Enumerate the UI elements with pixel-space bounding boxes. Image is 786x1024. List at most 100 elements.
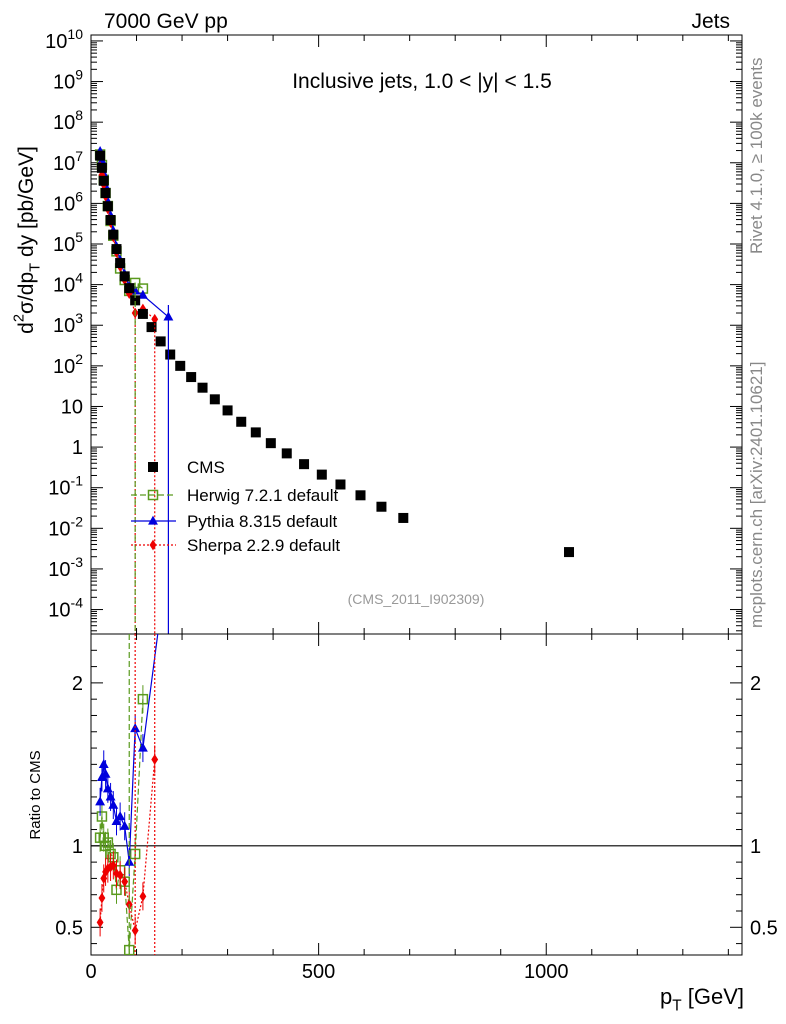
point-cms xyxy=(105,215,116,226)
main-y-tick-label: 1 xyxy=(72,437,83,459)
main-y-tick-label: 104 xyxy=(53,270,83,297)
ratio-line-pythia xyxy=(99,634,159,863)
point-cms xyxy=(564,547,575,558)
ratio-y-tick-label-right: 2 xyxy=(750,673,761,695)
legend-entry-cms: CMS xyxy=(148,458,225,477)
ratio-point-sherpa xyxy=(139,890,147,902)
ratio-series-pythia xyxy=(95,634,159,877)
x-tick-label: 500 xyxy=(302,961,335,983)
point-cms xyxy=(108,229,119,240)
rivet-label: Rivet 4.1.0, ≥ 100k events xyxy=(747,58,766,254)
ratio-series xyxy=(94,634,159,955)
legend-label-sherpa: Sherpa 2.2.9 default xyxy=(187,536,340,555)
main-y-tick-label: 10-1 xyxy=(48,473,83,500)
legend-entry-herwig: Herwig 7.2.1 default xyxy=(131,486,338,505)
point-cms xyxy=(236,416,247,427)
point-cms xyxy=(95,150,106,161)
ratio-y-tick-label: 1 xyxy=(72,836,83,858)
main-series xyxy=(94,146,575,634)
point-cms xyxy=(130,295,141,306)
ratio-point-sherpa xyxy=(121,876,129,888)
point-cms xyxy=(124,283,135,294)
legend: CMS Herwig 7.2.1 default Pythia 8.315 defa… xyxy=(131,458,340,555)
point-cms xyxy=(250,427,261,438)
point-cms xyxy=(96,162,107,173)
main-y-tick-label: 10-4 xyxy=(48,595,83,622)
main-panel: Inclusive jets, 1.0 < |y| < 1.5 (CMS_201… xyxy=(12,26,743,635)
ratio-point-herwig xyxy=(102,837,114,848)
ratio-point-sherpa xyxy=(109,859,117,871)
ratio-series-group xyxy=(94,634,159,955)
ratio-point-sherpa xyxy=(98,892,106,904)
ratio-panel: 2 2 1 1 0.5 0.5 Ratio to CMS 0 500 1000 pT [GeV… xyxy=(27,633,778,1015)
point-cms xyxy=(335,479,346,490)
legend-entry-sherpa: Sherpa 2.2.9 default xyxy=(131,536,340,555)
point-cms xyxy=(398,512,409,523)
header-left-label: 7000 GeV pp xyxy=(104,10,228,33)
ratio-point-pythia xyxy=(111,815,122,825)
main-y-tick-label: 10-2 xyxy=(48,513,83,540)
main-y-tick-label: 103 xyxy=(53,310,83,337)
legend-entry-pythia: Pythia 8.315 default xyxy=(131,512,338,531)
point-cms xyxy=(376,501,387,512)
main-y-tick-label: 107 xyxy=(53,148,83,175)
main-y-tick-label: 102 xyxy=(53,351,83,378)
legend-marker-herwig xyxy=(147,489,159,501)
point-cms xyxy=(146,322,157,333)
ratio-point-sherpa xyxy=(116,869,124,881)
point-cms xyxy=(265,438,276,449)
legend-label-cms: CMS xyxy=(187,458,225,477)
point-sherpa xyxy=(151,313,159,325)
ratio-point-pythia xyxy=(105,791,116,801)
point-cms xyxy=(102,201,113,212)
point-cms xyxy=(281,448,292,459)
point-cms xyxy=(222,405,233,416)
x-tick-label: 0 xyxy=(85,961,96,983)
point-cms xyxy=(165,349,176,360)
point-cms xyxy=(197,382,208,393)
x-axis-label-text: pT [GeV] xyxy=(660,984,744,1015)
analysis-watermark: (CMS_2011_I902309) xyxy=(348,591,485,607)
point-cms xyxy=(355,490,366,501)
ratio-y-axis-label: Ratio to CMS xyxy=(27,750,44,839)
point-cms xyxy=(98,175,109,186)
main-y-axis-text: d2σ/dpT dy [pb/GeV] xyxy=(12,146,44,334)
ratio-y-tick-label: 2 xyxy=(72,673,83,695)
header-right-label: Jets xyxy=(691,10,730,33)
point-cms xyxy=(115,258,126,269)
main-y-tick-label: 10-3 xyxy=(48,554,83,581)
mcplots-label: mcplots.cern.ch [arXiv:2401.10621] xyxy=(747,362,766,628)
point-cms xyxy=(111,244,122,255)
point-cms xyxy=(137,308,148,319)
point-cms xyxy=(186,372,197,383)
main-y-tick-label: 108 xyxy=(53,107,83,134)
ratio-point-herwig xyxy=(96,811,108,822)
ratio-point-pythia xyxy=(137,742,148,752)
legend-label-pythia: Pythia 8.315 default xyxy=(187,512,338,531)
x-tick-label: 1000 xyxy=(524,961,569,983)
ratio-y-tick-label-right: 1 xyxy=(750,836,761,858)
ratio-line-herwig xyxy=(99,699,144,951)
ratio-frame xyxy=(90,633,743,956)
ratio-y-ticks: 2 2 1 1 0.5 0.5 xyxy=(55,634,778,955)
x-tick-labels: 0 500 1000 xyxy=(85,961,568,983)
legend-marker-pythia xyxy=(148,515,158,525)
ratio-point-pythia xyxy=(108,799,119,809)
point-cms xyxy=(175,360,186,371)
main-y-tick-label: 109 xyxy=(53,67,83,94)
point-cms xyxy=(299,459,310,470)
legend-marker-cms xyxy=(148,462,158,472)
main-y-axis-label: d2σ/dpT dy [pb/GeV] xyxy=(12,146,44,334)
ratio-point-sherpa xyxy=(96,917,104,928)
ratio-point-pythia xyxy=(98,758,109,768)
legend-label-herwig: Herwig 7.2.1 default xyxy=(187,486,338,505)
main-y-tick-label: 10 xyxy=(61,396,83,418)
ratio-point-pythia xyxy=(95,796,106,806)
point-cms xyxy=(209,394,220,405)
point-cms xyxy=(155,336,166,347)
main-y-ticks xyxy=(90,35,742,634)
point-cms xyxy=(119,271,130,282)
legend-marker-sherpa xyxy=(149,539,157,551)
main-y-tick-labels: 101010910810710610510410310210110-110-21… xyxy=(45,26,83,622)
